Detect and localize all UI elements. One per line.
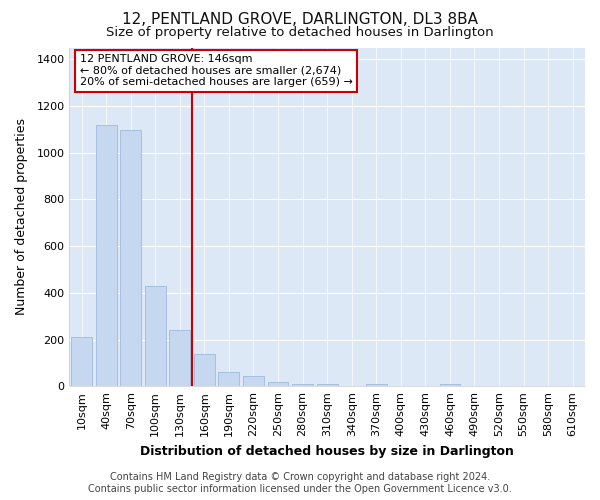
Bar <box>169 330 190 386</box>
Bar <box>292 384 313 386</box>
Text: 12, PENTLAND GROVE, DARLINGTON, DL3 8BA: 12, PENTLAND GROVE, DARLINGTON, DL3 8BA <box>122 12 478 28</box>
Text: Contains HM Land Registry data © Crown copyright and database right 2024.
Contai: Contains HM Land Registry data © Crown c… <box>88 472 512 494</box>
X-axis label: Distribution of detached houses by size in Darlington: Distribution of detached houses by size … <box>140 444 514 458</box>
Bar <box>366 384 387 386</box>
Bar <box>145 286 166 386</box>
Bar <box>268 382 289 386</box>
Bar <box>243 376 264 386</box>
Bar <box>440 384 460 386</box>
Bar <box>120 130 141 386</box>
Bar <box>96 124 116 386</box>
Bar <box>194 354 215 386</box>
Text: Size of property relative to detached houses in Darlington: Size of property relative to detached ho… <box>106 26 494 39</box>
Text: 12 PENTLAND GROVE: 146sqm
← 80% of detached houses are smaller (2,674)
20% of se: 12 PENTLAND GROVE: 146sqm ← 80% of detac… <box>80 54 353 88</box>
Bar <box>317 384 338 386</box>
Bar <box>71 337 92 386</box>
Bar <box>218 372 239 386</box>
Y-axis label: Number of detached properties: Number of detached properties <box>15 118 28 316</box>
